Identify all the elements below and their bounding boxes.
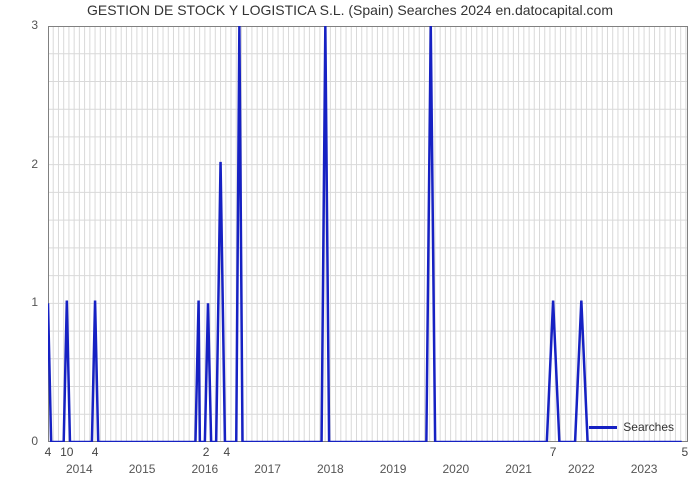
series-value-label: 4 [223, 445, 230, 459]
x-tick-label: 2023 [631, 462, 658, 476]
y-tick-label: 3 [0, 18, 38, 32]
series-value-label: 7 [550, 445, 557, 459]
chart-title: GESTION DE STOCK Y LOGISTICA S.L. (Spain… [0, 2, 700, 18]
x-tick-label: 2020 [442, 462, 469, 476]
x-tick-label: 2018 [317, 462, 344, 476]
chart-legend: Searches [589, 420, 674, 434]
x-tick-label: 2019 [380, 462, 407, 476]
series-value-label: 4 [45, 445, 52, 459]
legend-line-icon [589, 426, 617, 429]
y-tick-label: 0 [0, 434, 38, 448]
series-value-label: 4 [92, 445, 99, 459]
series-value-label: 5 [682, 445, 689, 459]
x-tick-label: 2015 [129, 462, 156, 476]
y-tick-label: 2 [0, 157, 38, 171]
chart-plot-area [48, 26, 688, 442]
x-tick-label: 2021 [505, 462, 532, 476]
x-tick-label: 2016 [192, 462, 219, 476]
y-tick-label: 1 [0, 295, 38, 309]
x-tick-label: 2014 [66, 462, 93, 476]
x-tick-label: 2022 [568, 462, 595, 476]
x-tick-label: 2017 [254, 462, 281, 476]
searches-chart: GESTION DE STOCK Y LOGISTICA S.L. (Spain… [0, 0, 700, 500]
series-value-label: 2 [203, 445, 210, 459]
series-value-label: 10 [60, 445, 73, 459]
legend-label: Searches [623, 420, 674, 434]
